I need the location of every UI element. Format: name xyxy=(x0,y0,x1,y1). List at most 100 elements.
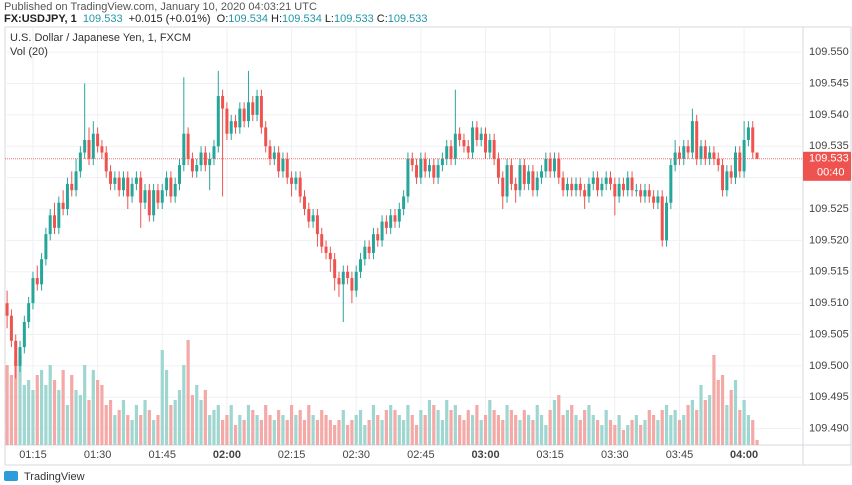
candle-body xyxy=(371,234,375,253)
volume-bar xyxy=(100,385,104,445)
axes: 109.490 109.495 109.500 109.505 109.510 109.5… xyxy=(19,46,851,461)
candle-body xyxy=(14,340,18,366)
volume-bar xyxy=(462,420,466,445)
volume-bar xyxy=(703,400,707,445)
candle-body xyxy=(621,183,625,191)
candle-body xyxy=(587,183,591,197)
candle-body xyxy=(147,190,151,216)
volume-bar xyxy=(716,380,720,445)
ohlc-value: 109.533 xyxy=(334,13,374,25)
volume-bar xyxy=(285,420,289,445)
candle-body xyxy=(302,196,306,210)
volume-bar xyxy=(22,385,26,445)
volume-bar xyxy=(147,410,151,445)
volume-bar xyxy=(397,415,401,445)
x-tick-label: 03:45 xyxy=(666,449,694,461)
volume-bar xyxy=(708,395,712,445)
y-tick-label: 109.515 xyxy=(809,266,849,278)
volume-bar xyxy=(686,405,690,445)
y-tick-label: 109.520 xyxy=(809,234,849,246)
candle-body xyxy=(91,133,95,159)
volume-bar xyxy=(604,410,608,445)
candle-body xyxy=(721,165,725,191)
volume-bar xyxy=(531,420,535,445)
candle-body xyxy=(419,158,423,178)
candle-body xyxy=(281,158,285,172)
candle-body xyxy=(738,152,742,172)
x-tick-label: 03:15 xyxy=(536,449,564,461)
candle-body xyxy=(40,259,44,285)
volume-bar xyxy=(535,405,539,445)
volume-bar xyxy=(199,400,203,445)
candle-body xyxy=(216,96,220,147)
candle-body xyxy=(634,190,638,192)
candle-body xyxy=(484,133,488,153)
candle-body xyxy=(186,133,190,159)
volume-bar xyxy=(733,380,738,445)
x-tick-label: 03:30 xyxy=(601,449,629,461)
candle-body xyxy=(712,152,716,159)
volume-bar xyxy=(160,350,164,445)
published-note: Published on TradingView.com, January 10… xyxy=(4,1,317,13)
candle-body xyxy=(716,158,720,166)
volume-bar xyxy=(255,415,259,445)
volume-bar xyxy=(639,425,643,445)
volume-bar xyxy=(458,415,462,445)
volume-bar xyxy=(61,370,65,445)
volume-bar xyxy=(277,410,281,445)
candle-body xyxy=(354,271,358,291)
volume-bar xyxy=(108,400,113,445)
candle-body xyxy=(117,177,121,191)
volume-bar xyxy=(656,420,660,445)
candle-body xyxy=(544,158,548,172)
volume-bar xyxy=(143,400,147,445)
candle-body xyxy=(182,133,186,166)
volume-bar xyxy=(268,415,272,445)
candle-body xyxy=(733,152,737,178)
y-tick-label: 109.500 xyxy=(809,360,849,372)
candle-body xyxy=(221,96,225,109)
logo-icon xyxy=(4,471,18,481)
volume-bar xyxy=(78,395,82,445)
candle-body xyxy=(333,259,337,279)
volume-bar xyxy=(35,375,39,445)
ohlc: O:109.534 H:109.534 L:109.533 C:109.533 xyxy=(217,13,431,25)
ohlc-value: 109.534 xyxy=(228,13,269,25)
volume-bar xyxy=(121,400,126,445)
volume-bar xyxy=(358,410,363,445)
volume-bar xyxy=(755,440,759,445)
x-tick-label: 02:30 xyxy=(342,449,370,461)
volume-bar xyxy=(440,420,445,445)
candle-body xyxy=(742,139,746,172)
candle-body xyxy=(574,183,578,191)
ohlc-key: H: xyxy=(271,13,283,25)
volume-bar xyxy=(182,365,186,445)
candle-body xyxy=(535,177,539,191)
volume-bar xyxy=(406,405,410,445)
volume-layer xyxy=(5,340,759,445)
candle-body xyxy=(479,133,483,140)
candle-body xyxy=(751,127,755,153)
candle-body xyxy=(613,183,617,197)
candle-body xyxy=(380,221,384,241)
volume-bar xyxy=(729,390,733,445)
volume-bar xyxy=(246,405,251,445)
chart-title: U.S. Dollar / Japanese Yen, 1, FXCM xyxy=(10,32,191,44)
volume-bar xyxy=(453,405,457,445)
candle-body xyxy=(367,246,371,253)
candle-body xyxy=(143,190,147,203)
volume-bar xyxy=(695,410,699,445)
volume-bar xyxy=(509,410,513,445)
candle-body xyxy=(402,196,406,210)
volume-bar xyxy=(574,415,578,445)
volume-bar xyxy=(289,405,294,445)
volume-bar xyxy=(238,415,242,445)
volume-bar xyxy=(591,415,595,445)
candle-body xyxy=(415,165,419,178)
y-tick-label: 109.535 xyxy=(809,140,849,152)
volume-bar xyxy=(173,400,177,445)
volume-bar xyxy=(746,415,751,445)
candle-body xyxy=(423,158,427,172)
candle-body xyxy=(53,215,57,228)
